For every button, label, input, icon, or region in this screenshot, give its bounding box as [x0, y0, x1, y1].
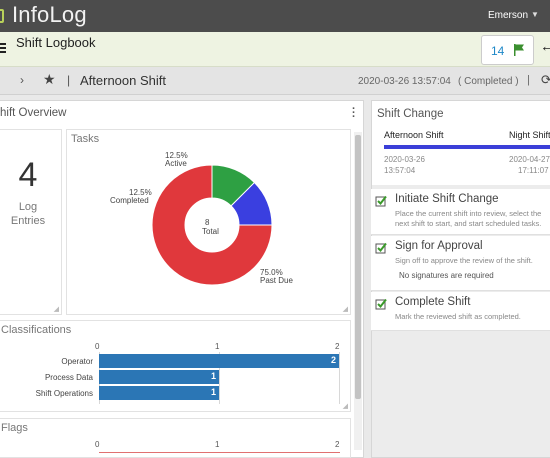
step-description: Place the current shift into review, sel… — [395, 209, 542, 228]
shift-progress-bar — [384, 145, 550, 149]
checkbox-checked-icon — [375, 195, 387, 207]
refresh-icon[interactable]: ⟳ — [541, 72, 550, 87]
step-title: Sign for Approval — [395, 240, 483, 252]
log-entries-label: Entries — [10, 215, 46, 227]
axis-line — [99, 452, 340, 453]
panel-title: hift Overview — [0, 107, 67, 119]
star-icon[interactable]: ★ — [43, 71, 56, 87]
step-sign-for-approval[interactable]: Sign for Approval Sign off to approve th… — [371, 236, 550, 291]
flags-button[interactable]: 14 — [481, 35, 534, 65]
slice-label-active-name: Active — [165, 159, 187, 168]
card-title: Tasks — [71, 133, 100, 145]
from-shift-date: 2020-03-26 — [384, 155, 425, 164]
classifications-card: Classifications 0 1 2 Operator 2 Process D… — [0, 320, 351, 412]
step-initiate-shift-change[interactable]: Initiate Shift Change Place the current … — [371, 189, 550, 235]
bar-shift-operations[interactable]: 1 — [99, 386, 219, 400]
checkbox-checked-icon — [375, 298, 387, 310]
scrollbar[interactable] — [354, 132, 362, 450]
bar-process-data[interactable]: 1 — [99, 370, 219, 384]
axis-tick: 1 — [215, 342, 220, 351]
axis-tick: 2 — [335, 342, 340, 351]
card-title: Flags — [1, 422, 28, 434]
step-description: Mark the reviewed shift as completed. — [395, 312, 521, 321]
bar-category-label: Operator — [61, 357, 93, 366]
top-bar: InfoLog Emerson ▼ — [0, 0, 550, 32]
checkbox-checked-icon — [375, 242, 387, 254]
divider: | — [67, 73, 71, 87]
slice-label-completed-name: Completed — [110, 196, 149, 205]
donut-center-label: Total — [202, 227, 219, 236]
slice-label-pastdue-pct: 75.0% — [260, 268, 283, 277]
bar-value-label: 1 — [210, 387, 216, 397]
from-shift-time: 13:57:04 — [384, 166, 416, 175]
to-shift-date: 2020-04-27 — [509, 155, 550, 164]
log-entries-count: 4 — [18, 156, 38, 194]
bar-value-label: 1 — [210, 371, 216, 381]
axis-tick: 2 — [335, 440, 340, 449]
slice-label-active-pct: 12.5% — [165, 151, 188, 160]
shift-name: Afternoon Shift — [80, 73, 166, 88]
step-title: Initiate Shift Change — [395, 193, 499, 205]
bar-operator[interactable]: 2 — [99, 354, 339, 368]
tasks-card: Tasks 8 Total 12.5% Active 12.5% Complet… — [66, 129, 351, 315]
app-title: InfoLog — [12, 2, 87, 27]
resize-handle-icon[interactable]: ◢ — [53, 306, 59, 313]
axis-tick: 1 — [215, 440, 220, 449]
to-shift-label: Night Shift — [509, 130, 550, 140]
page-header: Shift Logbook 14 — [0, 32, 550, 67]
signature-note: No signatures are required — [399, 271, 494, 280]
pie-slice-past-due[interactable] — [151, 164, 273, 286]
flags-card: Flags 0 1 2 — [0, 418, 351, 458]
chevron-down-icon[interactable]: ▼ — [531, 10, 539, 19]
grid-line — [219, 352, 220, 404]
shift-timestamp: 2020-03-26 13:57:04 — [358, 76, 451, 87]
axis-tick: 0 — [95, 440, 100, 449]
navigate-back-arrow-icon[interactable]: ← — [540, 38, 550, 55]
tasks-donut-chart[interactable] — [67, 130, 352, 316]
slice-label-completed-pct: 12.5% — [129, 188, 152, 197]
divider: | — [527, 74, 530, 86]
grid-line — [339, 352, 340, 404]
panel-title: Shift Change — [377, 108, 444, 120]
step-title: Complete Shift — [395, 296, 471, 308]
card-title: Classifications — [1, 324, 72, 336]
log-entries-label: Log — [18, 201, 38, 213]
bar-value-label: 2 — [330, 355, 336, 365]
resize-handle-icon[interactable]: ◢ — [342, 306, 348, 313]
bar-category-label: Shift Operations — [35, 389, 93, 398]
shift-status: ( Completed ) — [458, 76, 519, 87]
flag-icon — [514, 44, 524, 56]
page-title: Shift Logbook — [16, 35, 96, 50]
slice-label-pastdue-name: Past Due — [260, 276, 293, 285]
shift-bar: › ★ | Afternoon Shift 2020-03-26 13:57:0… — [0, 67, 550, 95]
app-logo-icon — [0, 9, 4, 23]
log-entries-card[interactable]: 4 Log Entries ◢ — [0, 129, 62, 315]
user-menu[interactable]: Emerson — [488, 10, 529, 21]
axis-tick: 0 — [95, 342, 100, 351]
more-options-icon[interactable]: · · · — [352, 103, 356, 123]
scrollbar-thumb[interactable] — [355, 135, 361, 399]
chevron-right-icon[interactable]: › — [20, 73, 24, 87]
from-shift-label: Afternoon Shift — [384, 130, 444, 140]
hamburger-menu-icon[interactable] — [0, 43, 6, 55]
resize-handle-icon[interactable]: ◢ — [342, 403, 348, 410]
flag-count: 14 — [491, 44, 505, 58]
step-description: Sign off to approve the review of the sh… — [395, 256, 533, 265]
shift-change-header: Shift Change Afternoon Shift Night Shift… — [372, 101, 550, 185]
donut-center-value: 8 — [205, 218, 210, 227]
step-complete-shift[interactable]: Complete Shift Mark the reviewed shift a… — [371, 292, 550, 331]
bar-category-label: Process Data — [44, 373, 93, 382]
to-shift-time: 17:11:07 — [518, 166, 549, 175]
